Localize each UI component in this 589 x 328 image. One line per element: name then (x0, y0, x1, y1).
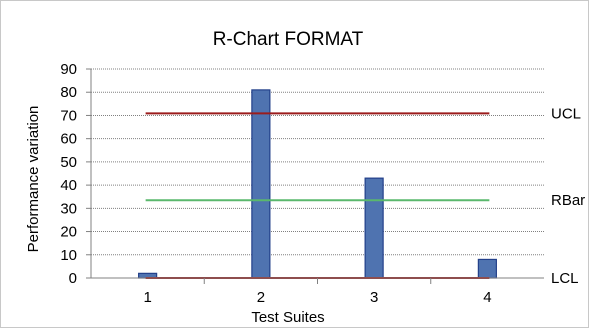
axes (86, 68, 544, 284)
x-tick-label: 1 (143, 289, 151, 306)
y-tick-label: 0 (69, 270, 77, 287)
control-line-label: LCL (551, 270, 579, 287)
y-axis-label: Performance variation (25, 106, 42, 253)
bar (251, 89, 271, 279)
chart-title: R-Chart FORMAT (213, 29, 364, 50)
y-tick-label: 90 (60, 61, 77, 78)
y-tick-label: 60 (60, 131, 77, 148)
y-tick-label: 80 (60, 84, 77, 101)
x-axis-label: Test Suites (251, 309, 324, 326)
bars (138, 89, 497, 279)
x-tick-label: 4 (483, 289, 491, 306)
control-line-label: RBar (551, 192, 585, 209)
y-tick-label: 50 (60, 154, 77, 171)
tick-labels: 0 10 20 30 40 50 60 70 80 90 1 2 3 4 UCL RBar LCL (60, 61, 585, 306)
x-tick-label: 3 (370, 289, 378, 306)
x-tick-label: 2 (257, 289, 265, 306)
gridlines (91, 68, 544, 256)
y-tick-label: 20 (60, 224, 77, 241)
control-line-label: UCL (551, 105, 581, 122)
y-tick-label: 40 (60, 177, 77, 194)
control-lines (145, 112, 490, 279)
bar (364, 177, 384, 279)
y-tick-label: 30 (60, 200, 77, 217)
y-tick-label: 70 (60, 107, 77, 124)
bar (477, 258, 497, 279)
y-tick-label: 10 (60, 247, 77, 264)
